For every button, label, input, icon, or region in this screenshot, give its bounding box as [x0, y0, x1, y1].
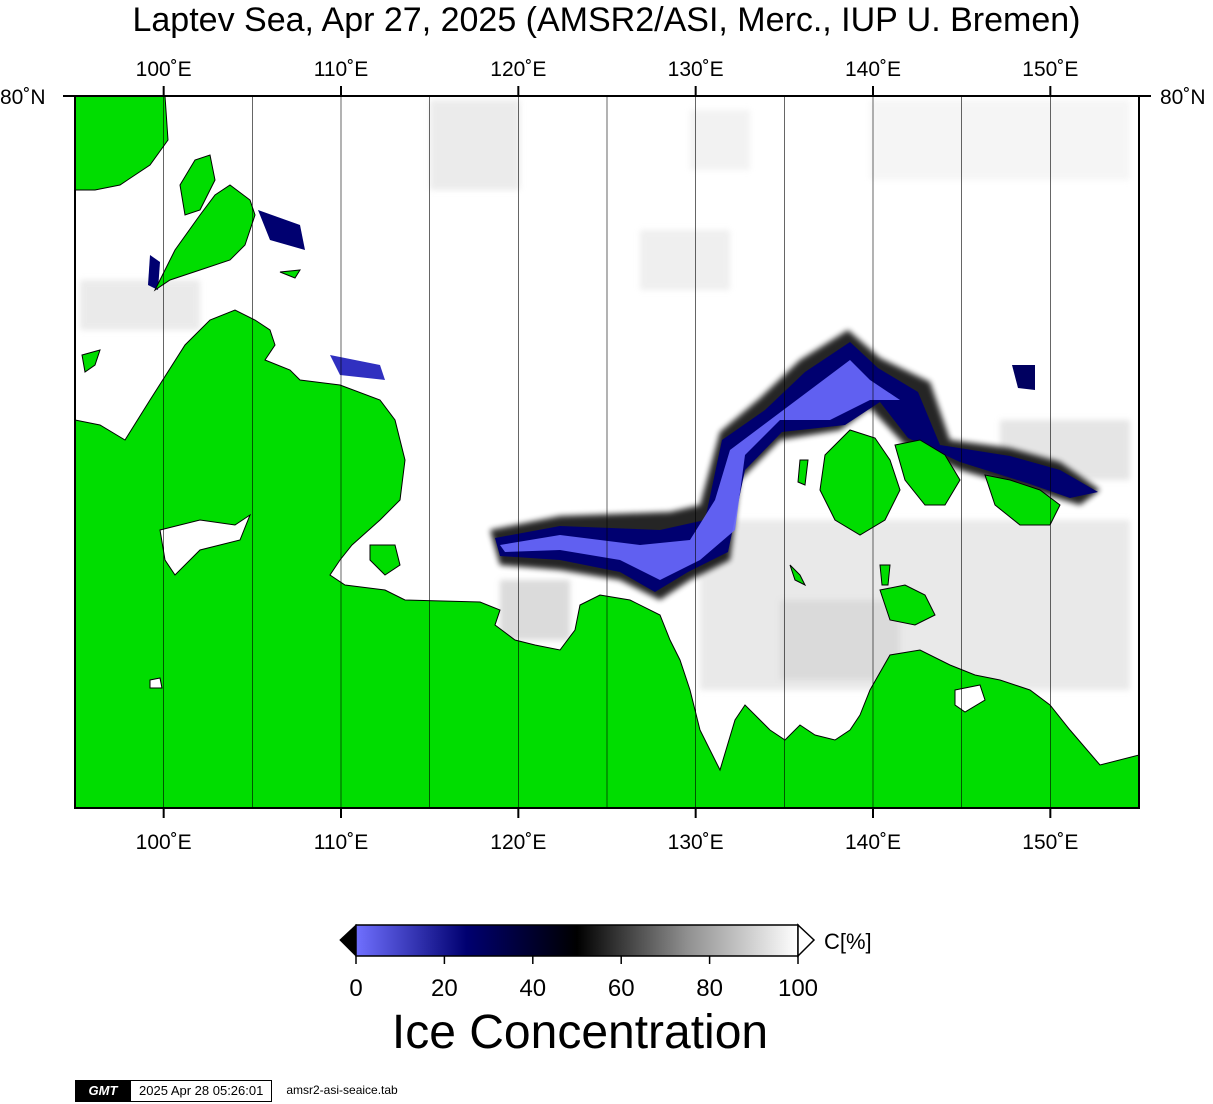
- gmt-filename: amsr2-asi-seaice.tab: [286, 1083, 398, 1097]
- lon-label-top-120: 120˚E: [490, 58, 546, 81]
- map-frame: [74, 95, 1140, 809]
- gmt-footer: GMT 2025 Apr 28 05:26:01 amsr2-asi-seaic…: [75, 1080, 398, 1102]
- lon-label-top-100: 100˚E: [136, 58, 192, 81]
- colorbar-title: Ice Concentration: [391, 1006, 769, 1059]
- lon-label-top-140: 140˚E: [845, 58, 901, 81]
- colorbar-tick-label-0: 0: [349, 975, 362, 1002]
- lon-label-top-130: 130˚E: [668, 58, 724, 81]
- lon-label-bottom-120: 120˚E: [490, 831, 546, 854]
- land-novaya-sibir: [984, 474, 1061, 526]
- colorbar-unit-label: C[%]: [824, 929, 872, 954]
- polynya-band: [148, 210, 1100, 600]
- colorbar-ticks: 0 20 40 60 80 100: [349, 956, 818, 1002]
- gmt-logo: GMT: [75, 1080, 131, 1102]
- colorbar-right-triangle: [797, 923, 816, 958]
- land-small-island-3: [81, 349, 101, 373]
- colorbar-body: [355, 924, 799, 957]
- inland-water: [149, 513, 986, 713]
- lon-label-bottom-140: 140˚E: [845, 831, 901, 854]
- gridlines: [163, 96, 1051, 808]
- lon-label-bottom-150: 150˚E: [1022, 831, 1078, 854]
- gmt-timestamp: 2025 Apr 28 05:26:01: [131, 1080, 273, 1102]
- colorbar-left-triangle: [339, 923, 357, 958]
- land-small-island-5: [789, 564, 807, 587]
- lon-label-top-150: 150˚E: [1022, 58, 1078, 81]
- map-title: Laptev Sea, Apr 27, 2025 (AMSR2/ASI, Mer…: [132, 1, 1081, 39]
- lon-label-bottom-110: 110˚E: [314, 831, 368, 854]
- colorbar-tick-label-80: 80: [696, 975, 723, 1002]
- land-small-island-2: [369, 544, 401, 576]
- lon-label-top-110: 110˚E: [314, 58, 368, 81]
- land-severnaya-zemlya-north: [75, 96, 169, 191]
- land-small-island-4: [279, 269, 301, 279]
- land-faddeyevsky: [894, 439, 961, 506]
- lon-label-bottom-130: 130˚E: [668, 831, 724, 854]
- lat-label-left: 80˚N: [0, 86, 46, 109]
- colorbar-tick-label-100: 100: [778, 975, 818, 1002]
- colorbar-tick-label-60: 60: [608, 975, 635, 1002]
- land-kotelny: [819, 429, 901, 536]
- land-lyakhovsky: [879, 584, 936, 626]
- land-bolshevik: [179, 154, 216, 216]
- lon-label-bottom-100: 100˚E: [136, 831, 192, 854]
- colorbar-tick-label-20: 20: [431, 975, 458, 1002]
- colorbar: C[%] 0 20 40 60 80 100: [339, 923, 872, 1002]
- land-small-island-6: [797, 459, 809, 486]
- colorbar-tick-label-40: 40: [519, 975, 546, 1002]
- lon-ticks: 100˚E 100˚E 110˚E 110˚E 120˚E 120˚E 130˚E 130˚E…: [136, 58, 1079, 854]
- land-small-island-1: [879, 564, 891, 586]
- lat-label-right: 80˚N: [1160, 86, 1206, 109]
